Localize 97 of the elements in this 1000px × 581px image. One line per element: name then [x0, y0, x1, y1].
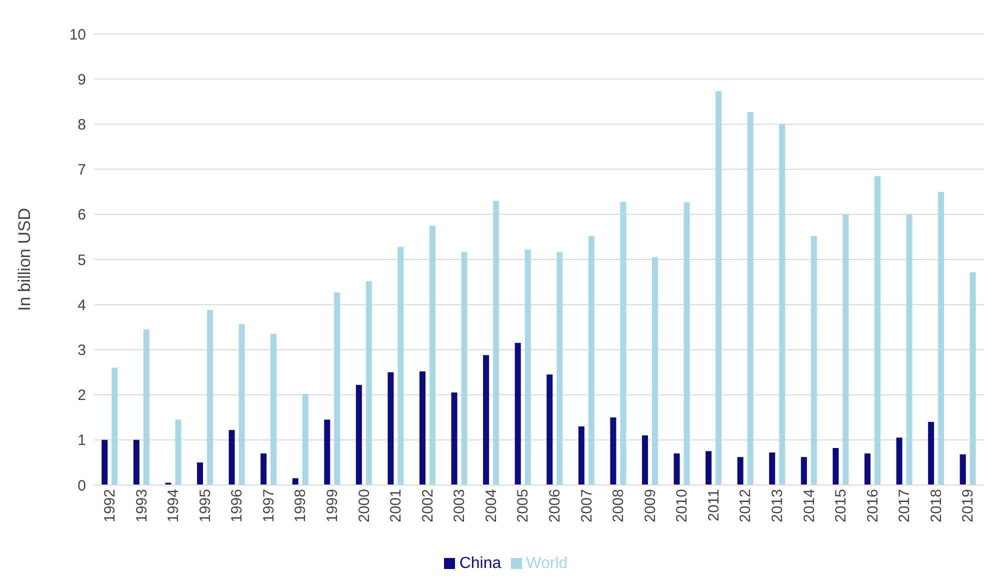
bar [260, 453, 267, 485]
bar [429, 226, 436, 485]
y-tick-label: 9 [78, 71, 86, 88]
bar [938, 192, 944, 485]
bar [451, 392, 458, 485]
bar [620, 202, 626, 485]
bar [896, 438, 902, 485]
bar [334, 292, 340, 485]
x-tick-label: 2019 [960, 489, 977, 522]
bar [737, 457, 744, 485]
y-tick-label: 4 [78, 296, 86, 314]
y-tick-label: 3 [78, 342, 86, 360]
y-tick-label: 7 [78, 162, 86, 179]
x-tick-label: 1995 [196, 489, 214, 522]
bar [514, 342, 521, 485]
bar [588, 236, 594, 485]
bar [642, 435, 648, 485]
y-tick-label: 0 [78, 477, 86, 494]
bar [610, 417, 616, 485]
bar [970, 272, 976, 485]
bar [706, 451, 712, 485]
x-tick-label: 1992 [102, 489, 119, 522]
bar [524, 250, 531, 485]
bar [652, 257, 658, 485]
bar [133, 440, 140, 485]
bar [864, 453, 870, 485]
x-tick-label: 2001 [388, 489, 405, 522]
bar [684, 202, 690, 485]
bar [461, 252, 468, 485]
x-tick-label: 2007 [578, 489, 596, 522]
bar [810, 236, 817, 485]
x-tick-label: 2008 [610, 489, 628, 522]
bar [483, 355, 490, 485]
x-tick-label: 2010 [674, 489, 691, 522]
y-tick-label: 6 [78, 206, 86, 224]
bar [842, 214, 849, 485]
bar [388, 372, 394, 485]
legend-label: China [459, 555, 502, 572]
bar [906, 214, 912, 485]
y-tick-label: 2 [78, 387, 86, 404]
bar [556, 252, 563, 485]
bar [398, 246, 404, 485]
x-tick-label: 2005 [514, 489, 532, 522]
bar [206, 310, 213, 485]
x-tick-label: 2003 [451, 489, 468, 522]
x-tick-label: 2004 [482, 489, 500, 522]
x-tick-label: 2018 [928, 489, 945, 522]
bar [143, 329, 150, 485]
legend-label: World [526, 555, 568, 572]
x-tick-label: 2017 [896, 489, 914, 522]
x-tick-label: 1994 [165, 489, 182, 522]
x-tick-label: 1999 [324, 489, 342, 522]
x-tick-label: 2015 [832, 489, 850, 522]
y-tick-label: 10 [69, 26, 86, 44]
x-tick-label: 2000 [356, 489, 373, 522]
x-tick-label: 2009 [642, 489, 659, 522]
bar [769, 452, 776, 485]
bar [578, 426, 584, 485]
bar [874, 176, 880, 485]
bar [800, 457, 807, 485]
bar [270, 334, 277, 485]
bar [779, 124, 786, 485]
bar [238, 324, 245, 485]
bar [832, 448, 839, 485]
y-tick-label: 8 [78, 116, 86, 134]
bar [292, 478, 298, 485]
x-tick-label: 1996 [228, 489, 246, 522]
x-tick-label: 1997 [260, 489, 278, 522]
bar [747, 112, 754, 485]
y-tick-label: 5 [78, 252, 86, 269]
bar [546, 374, 553, 485]
bar [366, 281, 372, 485]
bar [175, 420, 182, 485]
x-tick-label: 2002 [419, 489, 436, 522]
bar [302, 394, 308, 485]
x-tick-label: 2013 [769, 489, 786, 522]
bar [960, 454, 966, 485]
y-axis-title: In billion USD [15, 208, 34, 311]
x-tick-label: 2012 [737, 489, 754, 522]
bar [493, 200, 500, 485]
bar [112, 368, 118, 485]
x-tick-label: 2011 [705, 489, 722, 522]
x-tick-label: 2006 [546, 489, 564, 522]
bar [324, 420, 330, 485]
bar [356, 384, 362, 485]
x-tick-label: 1998 [292, 489, 310, 522]
bar [928, 422, 934, 485]
x-tick-label: 2016 [864, 489, 882, 522]
bar [228, 430, 235, 485]
bar [419, 371, 426, 485]
bar [102, 440, 108, 485]
bar [674, 453, 680, 485]
x-tick-label: 2014 [800, 489, 818, 522]
y-tick-label: 1 [78, 432, 86, 450]
x-tick-label: 1993 [133, 489, 150, 522]
bar [196, 462, 203, 485]
bar [716, 91, 722, 485]
